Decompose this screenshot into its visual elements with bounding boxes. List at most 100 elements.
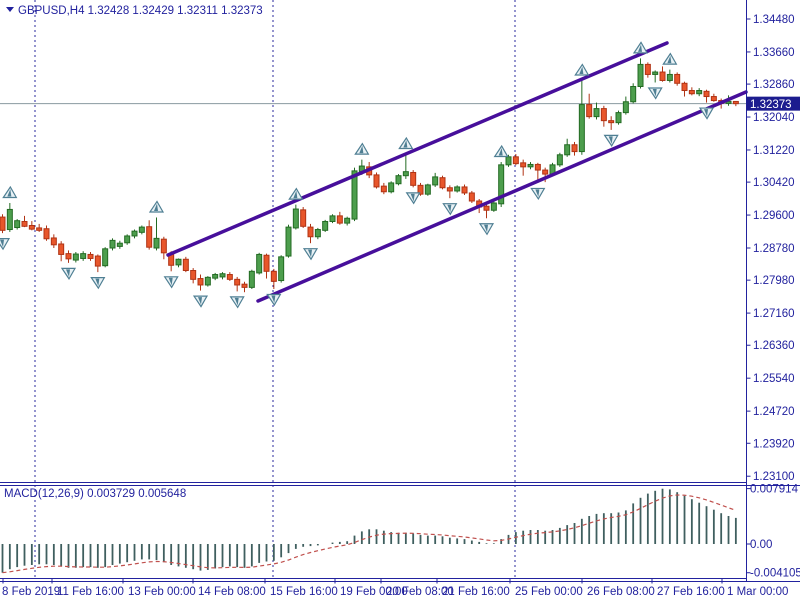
fractal-down-icon <box>192 295 209 308</box>
fractal-down-icon <box>530 187 546 201</box>
candle-body <box>637 63 644 87</box>
price-axis-label: 1.32040 <box>753 112 795 124</box>
fractal-up-icon <box>493 144 509 158</box>
candle-body <box>102 248 109 267</box>
macd-label: MACD(12,26,9) 0.003729 0.005648 <box>4 488 186 500</box>
candle-body <box>131 230 138 237</box>
candle-body <box>424 184 431 195</box>
candle-body <box>219 273 226 278</box>
candle-body <box>622 101 629 114</box>
price-axis[interactable]: 1.34480 1.33660 1.32860 1.32040 1.31220 1.304… <box>746 14 800 580</box>
fractal-up-icon <box>632 41 649 54</box>
candle-body <box>314 229 321 238</box>
candle-body <box>153 237 160 249</box>
candle-body <box>182 258 189 272</box>
candle-body <box>344 217 351 224</box>
candle-body <box>21 220 28 227</box>
fractal-up-icon <box>662 52 678 65</box>
candle-body <box>527 163 534 168</box>
current-price-badge <box>746 96 800 111</box>
candle-body <box>439 177 446 189</box>
candle-body <box>410 171 417 186</box>
chart-title: GBPUSD,H4 1.32428 1.32429 1.32311 1.3237… <box>18 5 263 17</box>
fractal-down-icon <box>229 296 245 309</box>
fractal-up-icon <box>148 200 165 213</box>
fractal-up-icon <box>398 136 414 150</box>
candle-body <box>109 239 116 249</box>
candle-body <box>666 73 673 81</box>
candle-body <box>659 71 666 81</box>
candle-body <box>512 156 519 165</box>
macd-panel-area[interactable] <box>0 487 746 578</box>
candle-body <box>307 226 314 238</box>
macd-signal-line <box>2 494 737 574</box>
time-axis-label: 14 Feb 08:00 <box>198 586 266 598</box>
candle-body <box>72 253 79 261</box>
fractal-up-icon <box>2 185 18 199</box>
candle-body <box>175 258 182 266</box>
candle-body <box>160 238 167 254</box>
time-axis-label: 13 Feb 00:00 <box>128 586 196 598</box>
candle-body <box>564 144 571 156</box>
fractal-down-icon <box>266 293 282 307</box>
fractal-down-icon <box>60 267 77 281</box>
candle-body <box>322 220 329 231</box>
candle-body <box>36 227 43 231</box>
fractal-down-icon <box>647 87 663 100</box>
candle-body <box>234 278 241 286</box>
candle-body <box>248 270 255 288</box>
price-axis-label: 1.33660 <box>753 47 795 59</box>
current-price-badge-label: 1.32373 <box>750 99 792 111</box>
candle-body <box>80 253 87 259</box>
candle-body <box>732 100 739 105</box>
price-axis-label: 1.23920 <box>753 438 795 450</box>
candle-body <box>124 235 131 244</box>
candle-body <box>285 226 292 257</box>
price-axis-label: 1.24720 <box>753 406 795 418</box>
candle-body <box>571 144 578 153</box>
lower-channel-line[interactable] <box>256 90 748 303</box>
candle-body <box>644 63 651 75</box>
fractal-up-icon <box>354 142 370 155</box>
macd-axis-label: 0.00 <box>750 539 772 551</box>
upper-channel-line[interactable] <box>166 41 669 257</box>
price-axis-label: 1.30420 <box>753 177 795 189</box>
candle-body <box>446 187 453 192</box>
candle-body <box>263 254 270 272</box>
time-axis-label: 26 Feb 08:00 <box>587 586 655 598</box>
fractal-down-icon <box>405 192 421 205</box>
candle-body <box>204 276 211 286</box>
candle-body <box>615 112 622 124</box>
candle-body <box>608 120 615 124</box>
candle-body <box>241 283 248 288</box>
candle-body <box>212 274 219 279</box>
candle-body <box>696 90 703 95</box>
time-axis-label: 8 Feb 2019 <box>2 586 60 598</box>
macd-axis-label: -0.004105 <box>750 568 800 580</box>
price-axis-label: 1.31220 <box>753 145 795 157</box>
candle-body <box>490 202 497 211</box>
candle-body <box>50 237 57 246</box>
time-axis-label: 21 Feb 16:00 <box>442 586 510 598</box>
candle-body <box>278 256 285 282</box>
fractal-down-icon <box>302 248 319 261</box>
candle-body <box>190 270 197 280</box>
candle-body <box>468 192 475 202</box>
candle-body <box>710 96 717 102</box>
equidistant-channel[interactable] <box>166 41 748 303</box>
candle-body <box>600 108 607 122</box>
macd-axis-label: 0.007914 <box>750 484 799 496</box>
candle-body <box>380 185 387 193</box>
candle-body <box>14 220 21 229</box>
candle-body <box>402 171 409 177</box>
candle-body <box>58 243 65 255</box>
fractal-down-icon <box>163 276 179 289</box>
price-axis-label: 1.32860 <box>753 79 795 91</box>
time-axis-label: 20 Feb 08:00 <box>386 586 454 598</box>
time-axis-label: 25 Feb 00:00 <box>515 586 583 598</box>
chart-marker-triangle-icon <box>6 7 14 12</box>
candle-body <box>65 253 72 260</box>
